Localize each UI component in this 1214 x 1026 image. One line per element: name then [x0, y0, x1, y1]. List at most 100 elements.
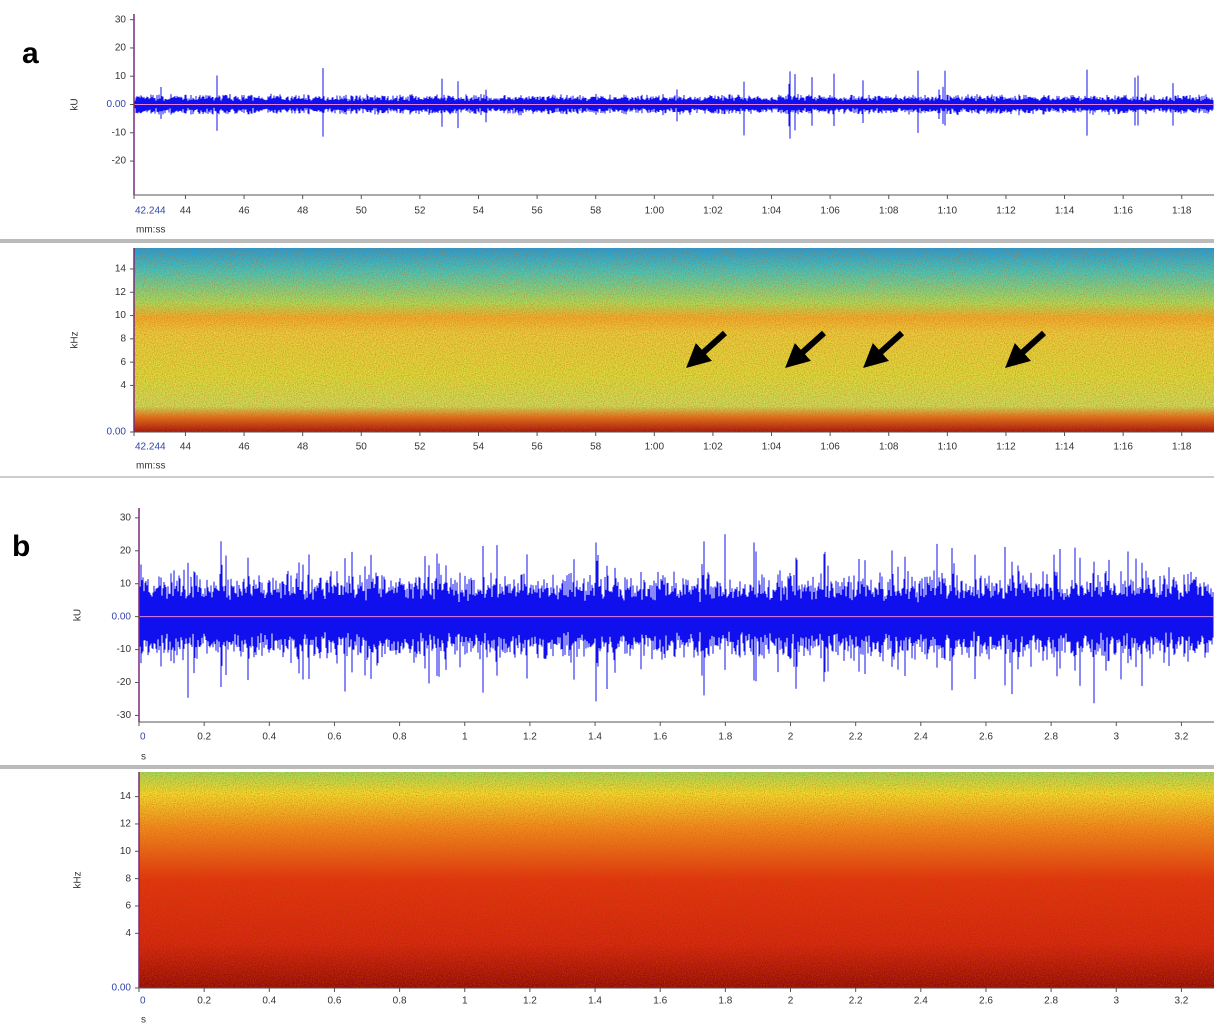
x-tick-label: 50: [356, 206, 368, 217]
x-tick-label: 1:18: [1172, 442, 1192, 453]
x-tick-label: 54: [473, 442, 485, 453]
x-tick-label: 2.2: [849, 996, 863, 1007]
x-tick-label: 50: [356, 442, 368, 453]
waveform: [139, 534, 1214, 704]
x-tick-label: 1.2: [523, 996, 537, 1007]
x-tick-label: 1.6: [653, 996, 667, 1007]
y-tick-label: 12: [120, 819, 132, 830]
y-tick-label: 14: [120, 791, 132, 802]
spectrogram-texture: [134, 248, 1214, 432]
x-tick-label: 1:04: [762, 206, 782, 217]
y-tick-label: -20: [112, 156, 127, 167]
y-tick-label: 6: [120, 357, 126, 368]
arrow: [1005, 330, 1047, 369]
x-tick-label: 1.2: [523, 732, 537, 743]
arrow: [863, 330, 905, 369]
x-axis-title: s: [141, 1015, 146, 1026]
x-axis-title: mm:ss: [136, 461, 165, 472]
arrow: [785, 330, 827, 369]
x-tick-label: 0.4: [262, 732, 276, 743]
x-axis-title: s: [141, 752, 146, 763]
x-tick-label: 56: [532, 206, 544, 217]
arrow: [686, 330, 728, 369]
x-tick-label: 0.6: [328, 996, 342, 1007]
x-tick-label: 3: [1113, 996, 1119, 1007]
x-tick-label: 2: [788, 732, 794, 743]
y-tick-label: 10: [120, 578, 132, 589]
x-tick-label: 1:00: [645, 442, 665, 453]
x-tick-label: 2.8: [1044, 732, 1058, 743]
y-tick-label: 8: [125, 873, 131, 884]
y-axis-title: kU: [70, 98, 81, 110]
x-tick-label: 46: [239, 442, 251, 453]
x-tick-label: 1:02: [703, 442, 723, 453]
x-tick-label: 44: [180, 442, 192, 453]
x-tick-label: 0.4: [262, 996, 276, 1007]
x-tick-label: 1.4: [588, 732, 602, 743]
x-tick-label: 1:14: [1055, 442, 1075, 453]
y-tick-label: 14: [115, 264, 127, 275]
y-tick-label: 4: [120, 380, 126, 391]
x-tick-label: 42.244: [135, 206, 166, 217]
y-tick-label: 10: [115, 310, 127, 321]
y-tick-label: 6: [125, 901, 131, 912]
x-tick-label: 1.4: [588, 996, 602, 1007]
y-tick-label: 20: [115, 43, 127, 54]
y-axis-title: kHz: [70, 331, 81, 348]
x-tick-label: 1:18: [1172, 206, 1192, 217]
x-tick-label: 1:16: [1113, 442, 1133, 453]
x-tick-label: 1:08: [879, 442, 899, 453]
y-tick-label: 30: [115, 14, 127, 25]
x-tick-label: 1:08: [879, 206, 899, 217]
x-tick-label: 1:14: [1055, 206, 1075, 217]
x-tick-label: 0: [140, 996, 146, 1007]
x-tick-label: 1:12: [996, 442, 1016, 453]
y-tick-label: 10: [120, 846, 132, 857]
x-tick-label: 2.6: [979, 732, 993, 743]
x-tick-label: 1:00: [645, 206, 665, 217]
y-tick-label: 0.00: [112, 983, 132, 994]
y-tick-label: -30: [117, 710, 132, 721]
x-tick-label: 0.6: [328, 732, 342, 743]
y-tick-label: 0.00: [107, 427, 127, 438]
x-tick-label: 0.2: [197, 732, 211, 743]
x-tick-label: 1:06: [820, 442, 840, 453]
x-tick-label: 3.2: [1174, 732, 1188, 743]
x-tick-label: 54: [473, 206, 485, 217]
x-tick-label: 2.4: [914, 996, 928, 1007]
y-axis-title: kHz: [73, 871, 84, 888]
x-tick-label: 0.8: [393, 996, 407, 1007]
x-tick-label: 0.2: [197, 996, 211, 1007]
x-tick-label: 42.244: [135, 442, 166, 453]
x-tick-label: 3.2: [1174, 996, 1188, 1007]
x-tick-label: 58: [590, 442, 602, 453]
x-tick-label: 48: [297, 442, 309, 453]
arrows: [686, 330, 1047, 369]
x-tick-label: 1: [462, 732, 468, 743]
x-tick-label: 0: [140, 732, 146, 743]
y-tick-label: 30: [120, 513, 132, 524]
x-tick-label: 2: [788, 996, 794, 1007]
x-tick-label: 44: [180, 206, 192, 217]
x-tick-label: 1:02: [703, 206, 723, 217]
y-tick-label: -10: [117, 644, 132, 655]
x-tick-label: 58: [590, 206, 602, 217]
y-tick-label: 0.00: [107, 99, 127, 110]
x-tick-label: 2.6: [979, 996, 993, 1007]
y-axis-title: kU: [73, 609, 84, 621]
y-tick-label: 10: [115, 71, 127, 82]
x-tick-label: 2.4: [914, 732, 928, 743]
x-tick-label: 1:06: [820, 206, 840, 217]
x-tick-label: 3: [1113, 732, 1119, 743]
y-tick-label: -20: [117, 677, 132, 688]
x-tick-label: 48: [297, 206, 309, 217]
x-tick-label: 1: [462, 996, 468, 1007]
y-tick-label: -10: [112, 127, 127, 138]
x-tick-label: 1.8: [718, 996, 732, 1007]
x-tick-label: 1:04: [762, 442, 782, 453]
x-tick-label: 56: [532, 442, 544, 453]
panel-label: a: [22, 37, 39, 70]
x-axis-title: mm:ss: [136, 225, 165, 236]
x-tick-label: 0.8: [393, 732, 407, 743]
